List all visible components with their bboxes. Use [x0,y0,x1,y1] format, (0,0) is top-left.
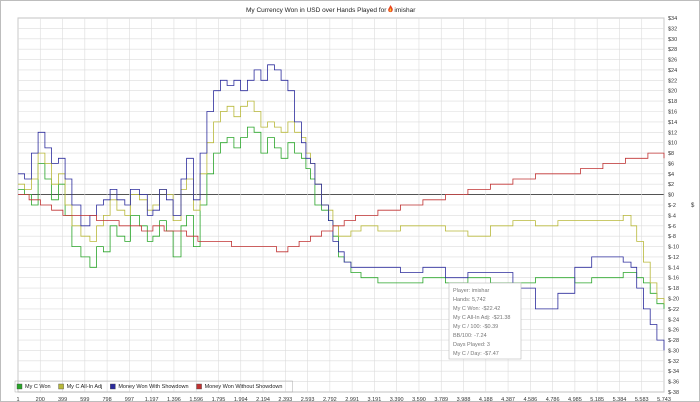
y-tick-label: $-14 [668,265,679,271]
y-tick-label: $32 [668,26,677,32]
y-tick-label: $26 [668,58,677,64]
legend-box [14,380,293,393]
chart-title: My Currency Won in USD over Hands Played… [246,7,387,14]
legend-label: My C All-In Adj [67,384,103,390]
y-tick-label: $8 [668,151,674,157]
x-tick-label: 3,789 [434,397,448,401]
y-tick-label: $-22 [668,307,679,313]
y-tick-label: $14 [668,120,677,126]
legend-label: My C Won [25,384,51,390]
info-line: My C Won: -$22.42 [453,306,500,312]
x-tick-label: 2,393 [278,397,292,401]
y-tick-label: $-16 [668,276,679,282]
legend-swatch [110,383,116,390]
y-tick-label: $6 [668,161,674,167]
legend-label: Money Won With Showdown [118,384,188,390]
x-tick-label: 1,396 [167,397,181,401]
y-tick-label: $28 [668,47,677,53]
legend-item: Money Won With Showdown [110,383,189,390]
y-tick-label: $-8 [668,234,676,240]
legend-label: Money Won Without Showdown [205,384,283,390]
x-tick-label: 798 [103,397,112,401]
y-tick-label: $4 [668,172,674,178]
y-tick-label: $12 [668,130,677,136]
info-line: Days Played: 3 [453,342,490,348]
x-tick-label: 4,985 [568,397,582,401]
y-tick-label: $2 [668,182,674,188]
info-line: Player: imishar [453,288,490,294]
x-tick-label: 3,390 [390,397,404,401]
info-line: My C / 100: -$0.39 [453,324,498,330]
x-tick-label: 4,586 [523,397,537,401]
y-tick-label: $22 [668,78,677,84]
flame-icon [388,5,393,13]
x-tick-label: 5,384 [613,397,627,401]
y-tick-label: $-2 [668,203,676,209]
chart-title-player: imishar [394,7,416,14]
x-tick-label: 3,590 [412,397,426,401]
y-tick-label: $-4 [668,213,676,219]
y-tick-label: $-30 [668,348,679,354]
y-tick-label: $-24 [668,317,679,323]
legend-item: My C Won [16,383,51,390]
y-tick-label: $-32 [668,359,679,365]
x-tick-label: 2,991 [345,397,359,401]
x-tick-label: 2,593 [301,397,315,401]
x-tick-label: 4,188 [479,397,493,401]
x-tick-label: 1,197 [145,397,159,401]
y-tick-label: $-38 [668,390,679,396]
x-tick-label: 599 [80,397,89,401]
x-tick-label: 1,994 [234,397,248,401]
series-line-3 [18,152,665,253]
x-tick-label: 5,743 [657,397,671,401]
series-line-1 [18,100,665,304]
y-tick-label: $-10 [668,245,679,251]
y-tick-label: $18 [668,99,677,105]
legend-swatch [58,383,64,390]
y-tick-label: $-36 [668,380,679,386]
y-tick-label: $20 [668,89,677,95]
info-line: Hands: 5,742 [453,297,486,303]
y-tick-label: $24 [668,68,677,74]
x-tick-label: 5,185 [590,397,604,401]
x-tick-label: 1,795 [212,397,226,401]
legend-item: My C All-In Adj [58,383,103,390]
y-tick-label: $-18 [668,286,679,292]
info-line: My C / Day: -$7.47 [453,351,499,357]
y-tick-label: $16 [668,110,677,116]
x-tick-label: 997 [125,397,134,401]
x-tick-label: 1 [16,397,19,401]
y-tick-label: $-20 [668,297,679,303]
x-tick-label: 2,194 [256,397,270,401]
x-tick-label: 4,786 [546,397,560,401]
y-tick-label: $-26 [668,328,679,334]
info-line: My C All-In Adj: -$21.38 [453,315,510,321]
y-axis-label: $ [691,203,695,209]
legend-swatch [196,383,202,390]
x-tick-label: 3,988 [457,397,471,401]
x-tick-label: 4,387 [501,397,515,401]
stats-info-box [448,282,522,360]
series-line-0 [18,126,665,309]
y-tick-label: $34 [668,16,677,22]
legend-item: Money Won Without Showdown [196,383,283,390]
y-tick-label: $30 [668,37,677,43]
info-line: BB/100: -7.24 [453,333,487,339]
y-tick-label: $-12 [668,255,679,261]
y-tick-label: $-28 [668,338,679,344]
x-tick-label: 1,596 [189,397,203,401]
y-tick-label: $10 [668,141,677,147]
y-tick-label: $-34 [668,369,679,375]
x-tick-label: 2,792 [323,397,337,401]
x-tick-label: 200 [36,397,45,401]
y-tick-label: $0 [668,193,674,199]
x-tick-label: 399 [58,397,67,401]
x-tick-label: 3,191 [368,397,382,401]
y-tick-label: $-6 [668,224,676,230]
x-tick-label: 5,583 [635,397,649,401]
legend-swatch [16,383,23,390]
